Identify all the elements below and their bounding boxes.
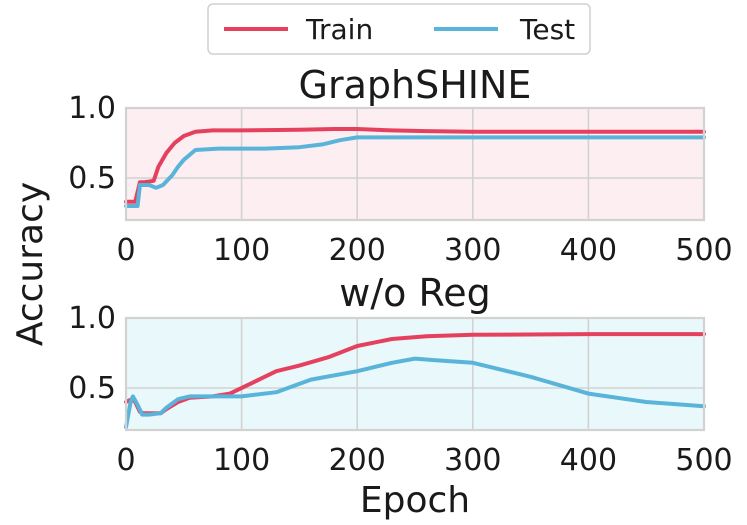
legend-test-label: Test [519,13,575,46]
x-axis-label: Epoch [360,480,470,521]
x-tick-label: 200 [329,233,386,268]
y-tick-label: 0.5 [68,161,116,196]
series-line-test [124,356,706,430]
x-tick-label: 0 [116,233,135,268]
series-line-train [124,127,706,204]
y-tick-labels: 0.5 1.0 [68,301,116,406]
series-line-test [124,135,706,208]
x-tick-label: 100 [213,443,270,478]
x-tick-label: 0 [116,443,135,478]
x-tick-label: 400 [560,443,617,478]
y-tick-label: 1.0 [68,301,116,336]
x-tick-label: 400 [560,233,617,268]
panel-title-graphshine: GraphSHINE [299,63,532,107]
plot-frame [124,106,706,222]
panel-wo-reg: 0 100 200 300 400 500 0.5 1.0 w/o Reg [68,271,732,478]
plot-frame [124,316,706,432]
panel-title-wo-reg: w/o Reg [339,271,490,315]
series-group [124,332,706,430]
series-group [124,127,706,208]
y-tick-label: 0.5 [68,371,116,406]
y-axis-label: Accuracy [10,182,51,346]
x-tick-label: 300 [444,443,501,478]
panel-graphshine: 0 100 200 300 400 500 0.5 1.0 GraphSHINE [68,63,732,268]
legend: Train Test [207,3,591,55]
y-tick-labels: 0.5 1.0 [68,91,116,196]
legend-train-label: Train [305,13,373,46]
x-tick-label: 500 [675,443,732,478]
x-tick-label: 300 [444,233,501,268]
y-tick-label: 1.0 [68,91,116,126]
x-tick-labels: 0 100 200 300 400 500 [116,443,732,478]
legend-box [207,3,591,55]
x-tick-label: 100 [213,233,270,268]
x-tick-label: 200 [329,443,386,478]
plot-background [126,108,704,220]
x-tick-labels: 0 100 200 300 400 500 [116,233,732,268]
x-tick-label: 500 [675,233,732,268]
